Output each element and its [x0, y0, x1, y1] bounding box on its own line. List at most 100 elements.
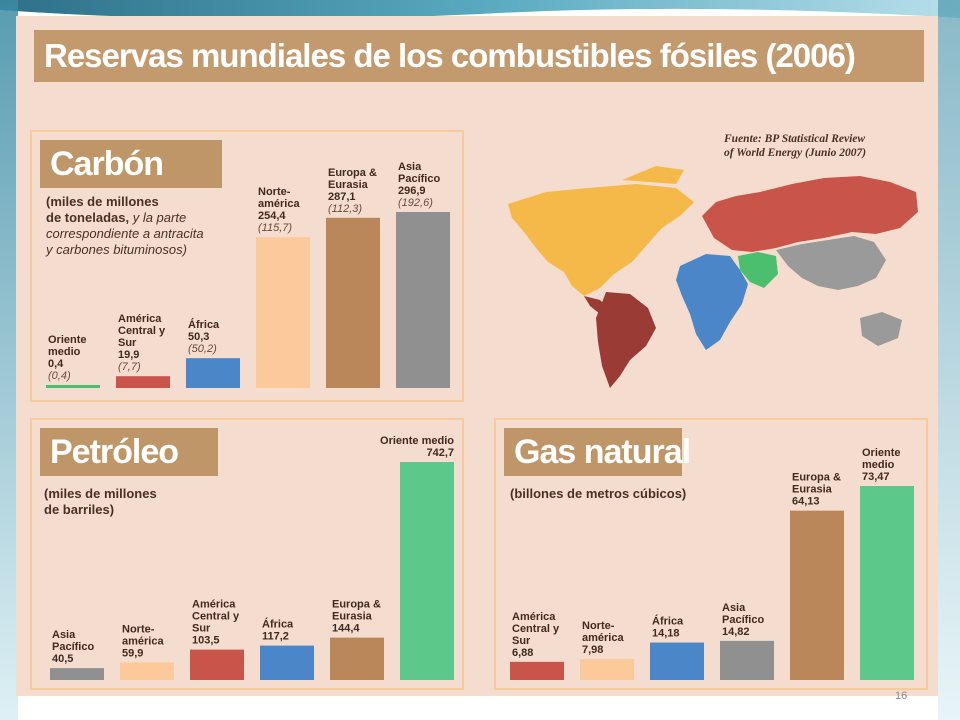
carbon-bar-0	[46, 385, 100, 388]
gas-bar-2	[650, 642, 704, 680]
petroleo-bar-0	[50, 668, 104, 680]
world-map-icon	[508, 166, 918, 388]
map-region-norteamerica-2	[622, 166, 684, 184]
petroleo-value-label-1: 59,9	[122, 647, 143, 659]
panel-title-carbon: Carbón	[40, 140, 222, 188]
petroleo-value-label-4: 144,4	[332, 623, 360, 635]
carbon-value-label-0: 0,4	[48, 358, 64, 370]
petroleo-category-label-0-1: Pacífico	[52, 641, 94, 653]
carbon-secondary-label-3: (115,7)	[258, 222, 292, 234]
carbon-bar-3	[256, 237, 310, 388]
petroleo-category-label-2-1: Central y	[192, 611, 240, 623]
petroleo-bar-4	[330, 637, 384, 680]
map-region-oriente-medio	[738, 252, 778, 288]
gas-bar-1	[580, 658, 634, 680]
gas-category-label-3-1: Pacífico	[722, 614, 764, 626]
carbon-category-label-5-0: Asia	[398, 161, 422, 173]
carbon-secondary-label-1: (7,7)	[118, 361, 141, 373]
slide-wave-right	[938, 0, 960, 720]
gas-value-label-4: 64,13	[792, 496, 820, 508]
slide-wave-left	[0, 0, 18, 720]
gas-category-label-5-0: Oriente	[862, 447, 901, 459]
carbon-value-label-5: 296,9	[398, 185, 426, 197]
carbon-category-label-1-0: América	[118, 313, 162, 325]
gas-category-label-5-1: medio	[862, 459, 895, 471]
petroleo-value-label-0: 40,5	[52, 653, 73, 665]
gas-category-label-3-0: Asia	[722, 602, 746, 614]
petroleo-category-label-3-0: África	[262, 618, 294, 631]
map-region-europa-eurasia	[702, 176, 918, 252]
panel-title-petroleo: Petróleo	[40, 428, 218, 476]
gas-value-label-0: 6,88	[512, 647, 533, 659]
map-region-america-sur	[596, 292, 656, 388]
carbon-value-label-2: 50,3	[188, 331, 209, 343]
gas-category-label-1-1: américa	[582, 632, 624, 644]
carbon-category-label-3-0: Norte-	[258, 186, 291, 198]
panel-title-gas: Gas natural	[504, 428, 691, 476]
panel-gas	[494, 418, 928, 690]
petroleo-category-label-1-0: Norte-	[122, 623, 155, 635]
map-region-africa	[676, 254, 748, 350]
carbon-category-label-2-0: África	[188, 318, 220, 331]
infographic: Reservas mundiales de los combustibles f…	[16, 16, 938, 696]
panel-carbon	[30, 130, 464, 402]
petroleo-category-label-2-2: Sur	[192, 623, 211, 635]
panel-subtitle-gas: (billones de metros cúbicos)	[510, 486, 687, 501]
carbon-bar-2	[186, 358, 240, 388]
gas-value-label-5: 73,47	[862, 471, 890, 483]
map-region-norteamerica	[508, 184, 694, 296]
gas-category-label-4-0: Europa &	[792, 472, 841, 484]
gas-value-label-3: 14,82	[722, 626, 750, 638]
petroleo-value-label-2: 103,5	[192, 635, 220, 647]
petroleo-category-label-1-1: américa	[122, 635, 164, 647]
petroleo-bar-3	[260, 645, 314, 680]
map-region-asia-pacifico	[776, 236, 886, 290]
panel-petroleo	[30, 418, 464, 690]
carbon-secondary-label-5: (192,6)	[398, 197, 433, 209]
carbon-secondary-label-0: (0,4)	[48, 370, 71, 382]
gas-bar-3	[720, 640, 774, 680]
page-number: 16	[895, 690, 908, 702]
petroleo-category-label-4-0: Europa &	[332, 599, 381, 611]
carbon-category-label-3-1: américa	[258, 198, 300, 210]
carbon-bar-4	[326, 217, 380, 388]
carbon-category-label-1-1: Central y	[118, 325, 166, 337]
petroleo-value-label-3: 117,2	[262, 631, 289, 643]
gas-category-label-4-1: Eurasia	[792, 484, 833, 496]
carbon-category-label-0-1: medio	[48, 346, 81, 358]
panel-subtitle-petroleo: (miles de millones de barriles)	[44, 486, 157, 517]
gas-bar-5	[860, 486, 914, 680]
carbon-bar-1	[116, 376, 170, 388]
gas-category-label-0-0: América	[512, 611, 556, 623]
carbon-value-label-1: 19,9	[118, 349, 139, 361]
gas-category-label-2-0: África	[652, 615, 684, 628]
slide-wave-top	[0, 0, 960, 20]
petroleo-category-label-2-0: América	[192, 599, 236, 611]
carbon-category-label-4-1: Eurasia	[328, 179, 369, 191]
gas-category-label-0-1: Central y	[512, 623, 560, 635]
gas-value-label-1: 7,98	[582, 644, 603, 656]
petroleo-category-label-5-0: Oriente medio	[380, 435, 454, 447]
chart-main-title: Reservas mundiales de los combustibles f…	[44, 37, 856, 74]
petroleo-bar-5	[400, 462, 454, 680]
source-note: Fuente: BP Statistical Review of World E…	[724, 133, 867, 159]
gas-category-label-1-0: Norte-	[582, 620, 615, 632]
gas-value-label-2: 14,18	[652, 628, 680, 640]
carbon-category-label-0-0: Oriente	[48, 334, 87, 346]
carbon-category-label-5-1: Pacífico	[398, 173, 440, 185]
carbon-secondary-label-2: (50,2)	[188, 343, 217, 355]
petroleo-bar-1	[120, 662, 174, 680]
map-region-asia-pacifico-2	[860, 312, 902, 346]
petroleo-category-label-4-1: Eurasia	[332, 611, 373, 623]
carbon-category-label-4-0: Europa &	[328, 167, 377, 179]
carbon-secondary-label-4: (112,3)	[328, 203, 362, 215]
gas-category-label-0-2: Sur	[512, 635, 531, 647]
carbon-bar-5	[396, 212, 450, 388]
gas-bar-4	[790, 510, 844, 680]
panel-subtitle-carbon: (miles de millones de toneladas, y la pa…	[46, 194, 204, 257]
carbon-category-label-1-2: Sur	[118, 337, 137, 349]
title-bar: Reservas mundiales de los combustibles f…	[34, 30, 924, 82]
carbon-value-label-4: 287,1	[328, 191, 356, 203]
